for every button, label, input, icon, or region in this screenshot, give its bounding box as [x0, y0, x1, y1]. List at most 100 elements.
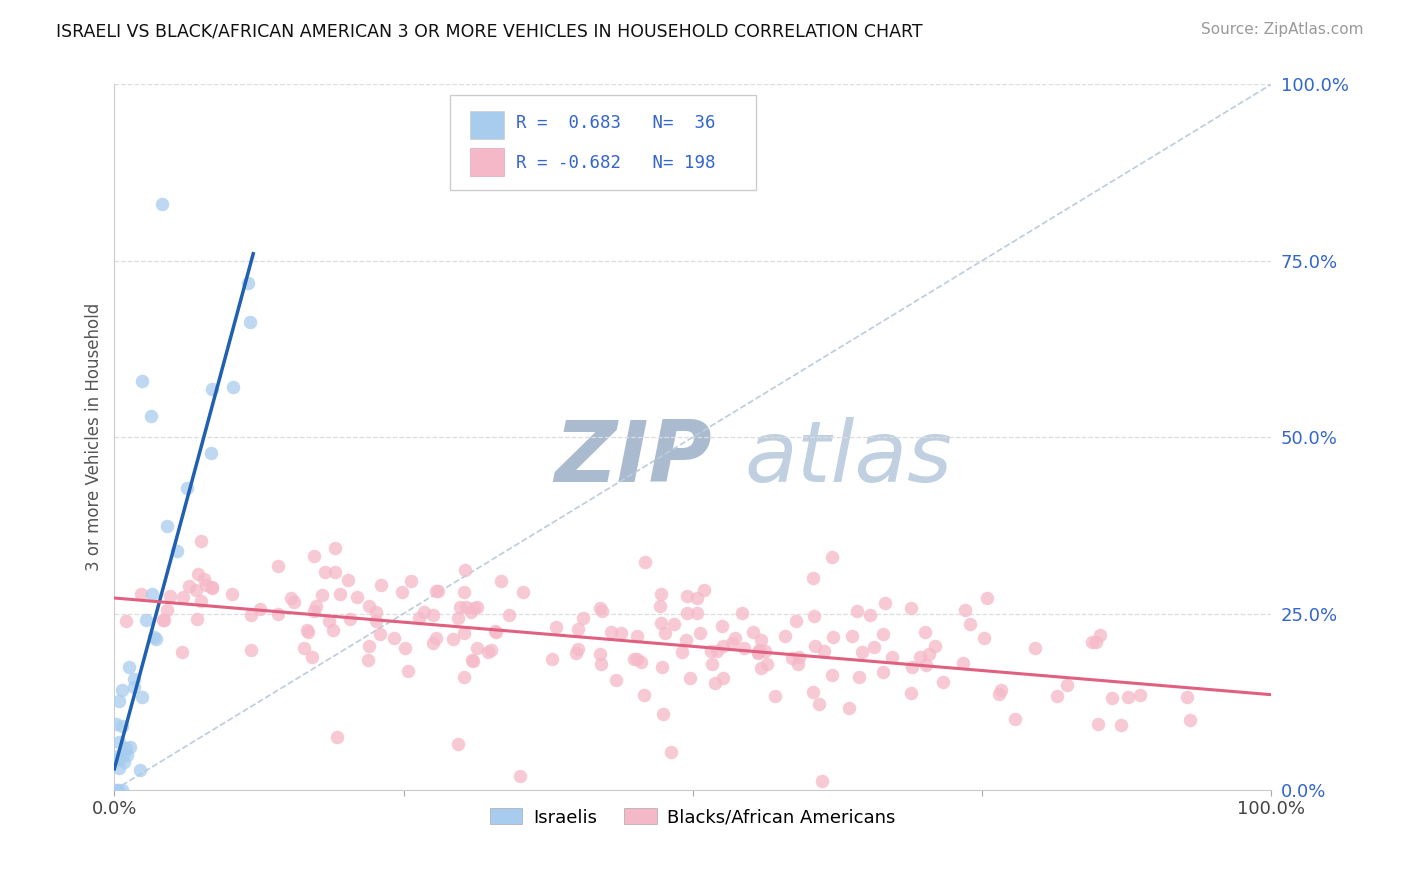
Point — [322, 623, 344, 637]
Point — [461, 654, 484, 668]
Point — [990, 683, 1012, 698]
Point — [659, 746, 682, 760]
Point — [159, 589, 181, 603]
Point — [425, 583, 447, 598]
Point — [675, 633, 697, 648]
Point — [782, 650, 804, 665]
Point — [675, 606, 697, 620]
Point — [112, 746, 135, 760]
Point — [763, 690, 786, 704]
Point — [453, 625, 475, 640]
Point — [742, 625, 765, 640]
Point — [676, 589, 699, 603]
Point — [1178, 714, 1201, 728]
Point — [425, 632, 447, 646]
Point — [1129, 688, 1152, 702]
Point — [346, 590, 368, 604]
Point — [875, 596, 897, 610]
Point — [107, 749, 129, 764]
Point — [156, 519, 179, 533]
Text: ZIP: ZIP — [554, 417, 711, 500]
FancyBboxPatch shape — [470, 111, 505, 139]
Point — [187, 566, 209, 581]
Point — [422, 608, 444, 623]
Point — [820, 550, 842, 565]
Point — [193, 573, 215, 587]
Legend: Israelis, Blacks/African Americans: Israelis, Blacks/African Americans — [482, 801, 903, 834]
Point — [326, 731, 349, 745]
Point — [623, 652, 645, 666]
Point — [112, 755, 135, 769]
Point — [713, 640, 735, 654]
Point — [122, 672, 145, 686]
Point — [932, 675, 955, 690]
Point — [664, 616, 686, 631]
Point — [821, 668, 844, 682]
Point — [630, 655, 652, 669]
Point — [329, 587, 352, 601]
Point — [479, 642, 502, 657]
Point — [177, 579, 200, 593]
Point — [914, 624, 936, 639]
Text: Source: ZipAtlas.com: Source: ZipAtlas.com — [1201, 22, 1364, 37]
Point — [186, 583, 208, 598]
Point — [803, 639, 825, 653]
Point — [118, 739, 141, 754]
Point — [801, 572, 824, 586]
Point — [107, 752, 129, 766]
Point — [650, 586, 672, 600]
Point — [749, 660, 772, 674]
Point — [811, 774, 834, 789]
Point — [626, 629, 648, 643]
Point — [567, 622, 589, 636]
Point — [461, 653, 484, 667]
Point — [131, 690, 153, 704]
Point — [280, 591, 302, 605]
Point — [591, 604, 613, 618]
Point — [689, 626, 711, 640]
Point — [463, 601, 485, 615]
Point — [671, 645, 693, 659]
Point — [731, 607, 754, 621]
Point — [773, 629, 796, 643]
Point — [399, 574, 422, 588]
Point — [626, 652, 648, 666]
Point — [838, 700, 860, 714]
Point — [190, 534, 212, 549]
Point — [359, 599, 381, 613]
Point — [107, 783, 129, 797]
Point — [292, 640, 315, 655]
Point — [489, 574, 512, 588]
Point — [200, 582, 222, 596]
Point — [297, 624, 319, 639]
Point — [711, 619, 734, 633]
Text: R =  0.683   N=  36: R = 0.683 N= 36 — [516, 114, 716, 132]
Point — [589, 647, 612, 661]
Point — [426, 584, 449, 599]
Point — [484, 624, 506, 638]
Point — [370, 578, 392, 592]
Point — [651, 706, 673, 721]
Point — [1024, 641, 1046, 656]
Point — [135, 613, 157, 627]
Point — [1087, 717, 1109, 731]
Point — [721, 636, 744, 650]
Point — [808, 697, 831, 711]
Point — [785, 614, 807, 628]
Point — [447, 611, 470, 625]
Point — [267, 607, 290, 621]
FancyBboxPatch shape — [450, 95, 756, 190]
Point — [650, 616, 672, 631]
Point — [339, 612, 361, 626]
Point — [859, 608, 882, 623]
Point — [176, 482, 198, 496]
Point — [115, 740, 138, 755]
Point — [686, 591, 709, 605]
Point — [976, 591, 998, 605]
Point — [1046, 690, 1069, 704]
Point — [679, 671, 702, 685]
Point — [959, 616, 981, 631]
Point — [1084, 634, 1107, 648]
Point — [546, 620, 568, 634]
Point — [295, 623, 318, 637]
